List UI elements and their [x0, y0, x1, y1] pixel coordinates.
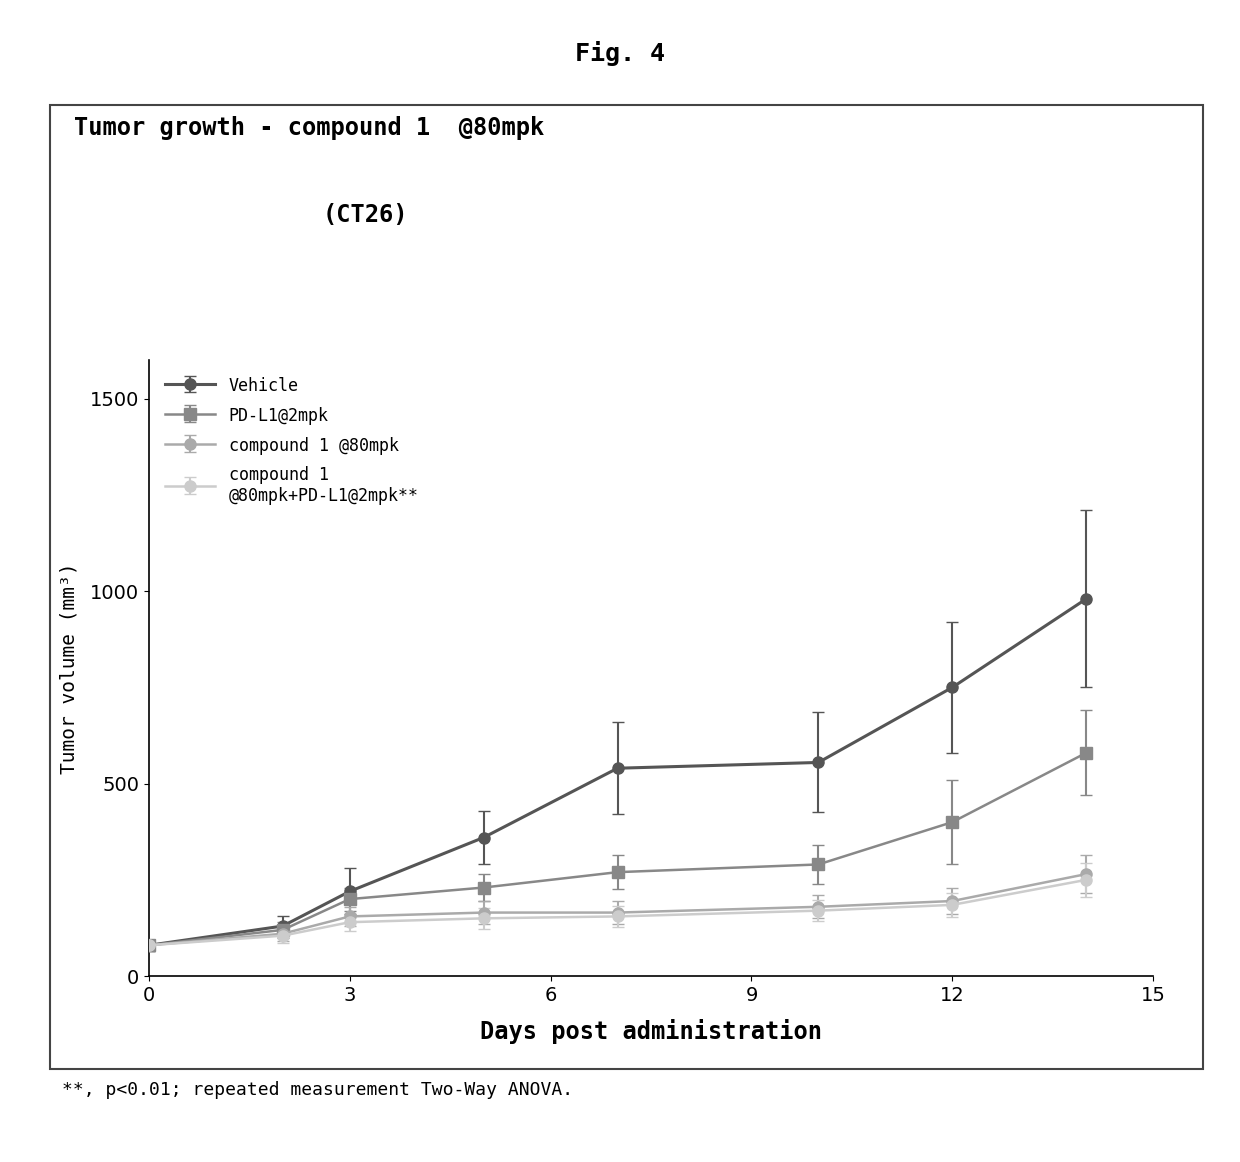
Text: **, p<0.01; repeated measurement Two-Way ANOVA.: **, p<0.01; repeated measurement Two-Way…	[62, 1081, 573, 1098]
Y-axis label: Tumor volume (mm³): Tumor volume (mm³)	[60, 562, 78, 774]
Text: Tumor growth - compound 1  @80mpk: Tumor growth - compound 1 @80mpk	[74, 116, 544, 141]
Text: Fig. 4: Fig. 4	[575, 41, 665, 66]
Text: (CT26): (CT26)	[322, 203, 408, 228]
X-axis label: Days post administration: Days post administration	[480, 1019, 822, 1043]
Legend: Vehicle, PD-L1@2mpk, compound 1 @80mpk, compound 1
@80mpk+PD-L1@2mpk**: Vehicle, PD-L1@2mpk, compound 1 @80mpk, …	[157, 368, 427, 514]
